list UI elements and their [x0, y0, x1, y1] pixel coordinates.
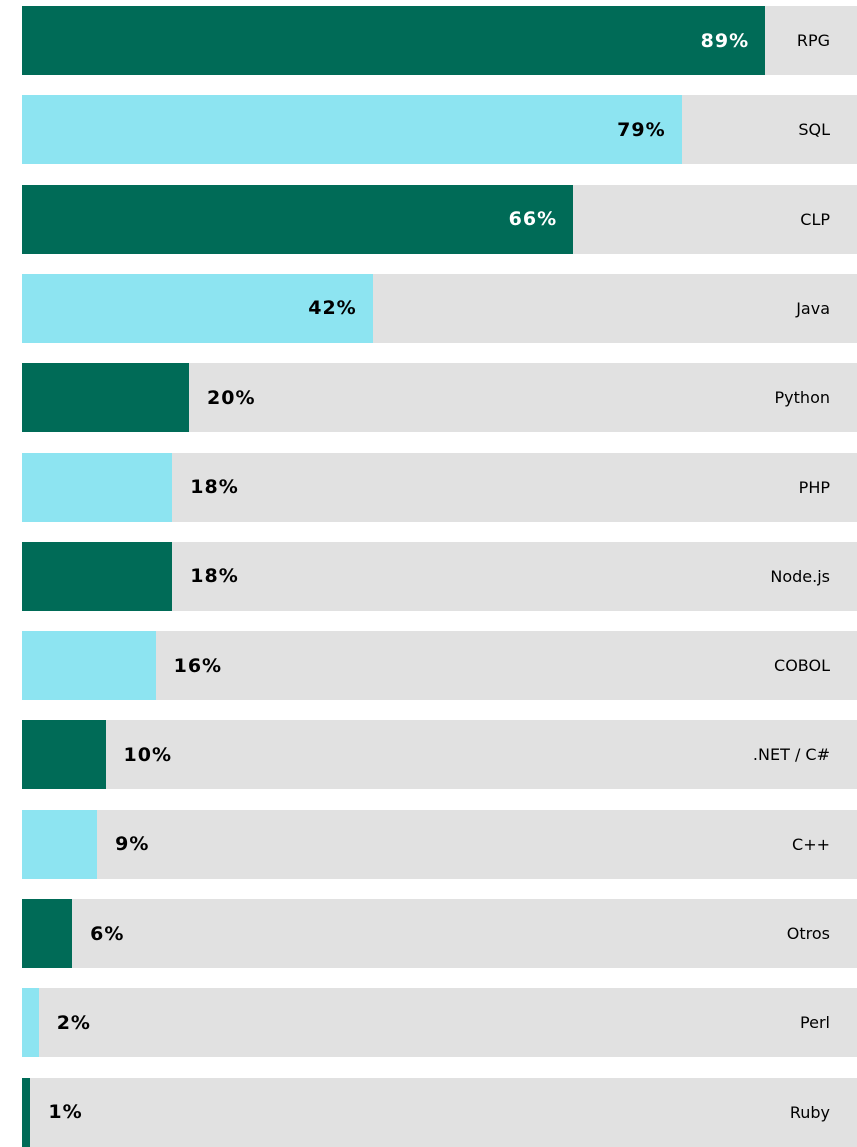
- bar-row: 66% CLP: [22, 184, 857, 254]
- bar-value-label: 66%: [508, 208, 558, 231]
- bar: [22, 6, 766, 75]
- bar: [22, 988, 39, 1058]
- bar-row: 89% RPG: [22, 6, 857, 75]
- bar: [22, 631, 156, 701]
- bar: [22, 899, 73, 968]
- bar-row: 18% Node.js: [22, 541, 857, 611]
- bar: [22, 1077, 31, 1147]
- category-label: CLP: [800, 209, 830, 229]
- bar-value-label: 16%: [173, 654, 223, 677]
- bar-row: 9% C++: [22, 809, 857, 879]
- bar-value-label: 18%: [190, 565, 239, 588]
- bar: [22, 273, 373, 343]
- category-label: Java: [796, 298, 830, 318]
- category-label: C++: [792, 834, 830, 854]
- bar-value-label: 10%: [123, 743, 172, 766]
- bar-value-label: 20%: [207, 386, 256, 409]
- bar: [22, 184, 574, 254]
- category-label: Otros: [786, 924, 830, 943]
- bar: [22, 95, 682, 165]
- category-label: PHP: [798, 477, 830, 497]
- category-label: Ruby: [789, 1102, 830, 1122]
- bar-row: 16% COBOL: [22, 631, 857, 701]
- bar: [22, 720, 106, 790]
- bar-row: 1% Ruby: [22, 1077, 857, 1147]
- bar: [22, 363, 189, 433]
- bar-value-label: 18%: [190, 476, 239, 498]
- category-label: Perl: [800, 1013, 830, 1033]
- category-label: RPG: [796, 31, 830, 50]
- bar-value-label: 42%: [308, 297, 357, 320]
- category-label: Node.js: [770, 566, 830, 586]
- category-label: COBOL: [774, 656, 830, 676]
- bar-row: 10% .NET / C#: [22, 720, 857, 790]
- bar: [22, 809, 98, 879]
- bar-value-label: 6%: [90, 922, 125, 945]
- bar-value-label: 79%: [617, 118, 666, 141]
- category-label: Python: [774, 388, 830, 408]
- bar-row: 79% SQL: [22, 95, 857, 165]
- bar-value-label: 2%: [56, 1011, 91, 1034]
- bar: [22, 541, 173, 611]
- bar-row: 42% Java: [22, 273, 857, 343]
- bar-value-label: 9%: [115, 833, 150, 856]
- category-label: .NET / C#: [752, 745, 830, 765]
- category-label: SQL: [798, 120, 830, 140]
- bar: [22, 452, 173, 522]
- bar-row: 2% Perl: [22, 988, 857, 1058]
- bar-value-label: 1%: [48, 1101, 83, 1124]
- bar-row: 6% Otros: [22, 899, 857, 968]
- bar-value-label: 89%: [700, 29, 750, 52]
- bar-row: 18% PHP: [22, 452, 857, 522]
- bar-row: 20% Python: [22, 363, 857, 433]
